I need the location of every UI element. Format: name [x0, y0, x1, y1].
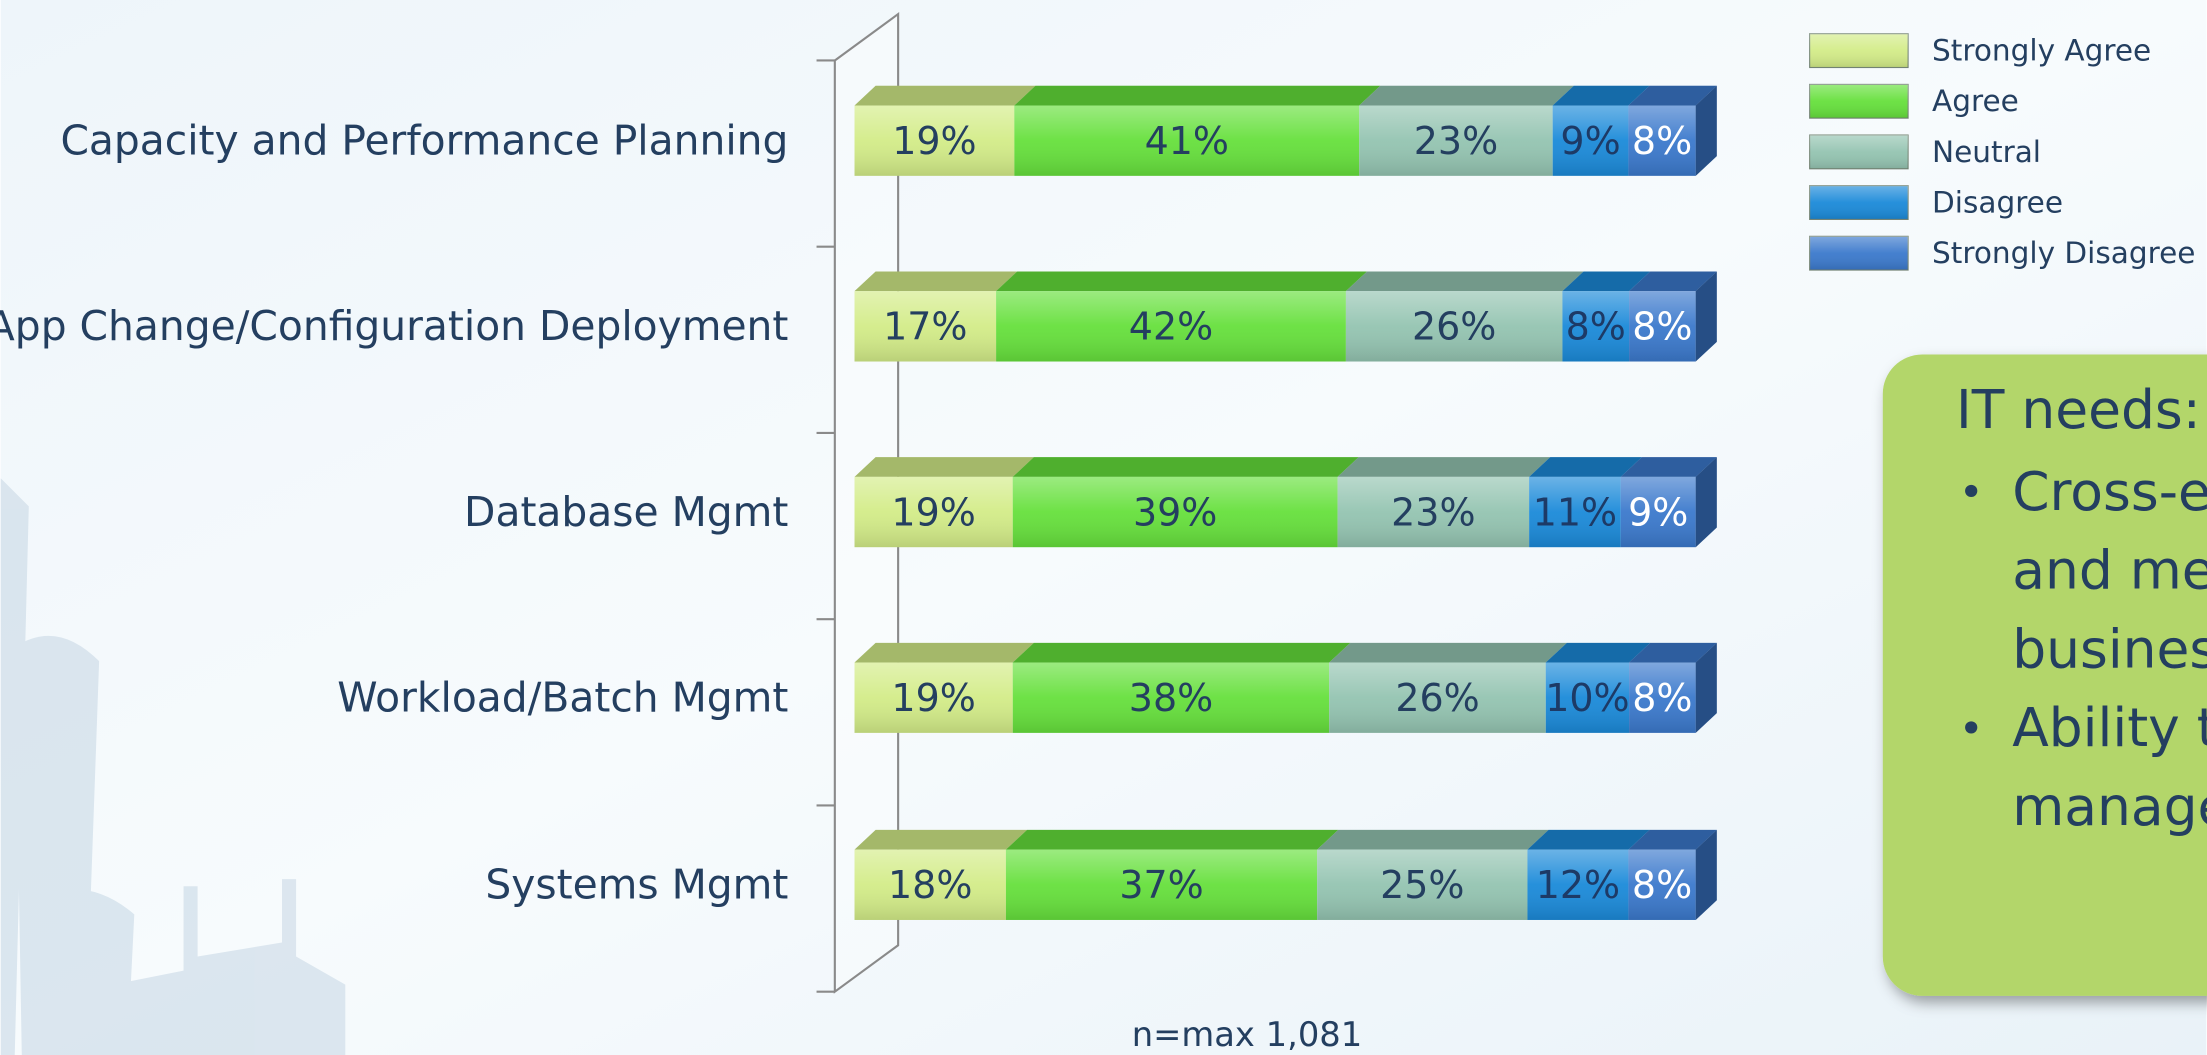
- bar-top-shade: [1359, 86, 1574, 106]
- value-label: 9%: [1560, 119, 1620, 163]
- value-label: 17%: [883, 305, 967, 349]
- value-label: 41%: [1145, 119, 1229, 163]
- bar-top-shade: [1013, 643, 1351, 663]
- category-label: Database Mgmt: [464, 488, 788, 536]
- value-label: 23%: [1414, 119, 1498, 163]
- legend-swatch-sheen: [1810, 236, 1908, 270]
- value-label: 10%: [1545, 676, 1629, 720]
- value-label: 18%: [888, 863, 972, 907]
- bullet: •: [1959, 468, 1984, 517]
- value-label: 19%: [891, 676, 975, 720]
- callout-line: busines: [2012, 617, 2207, 680]
- bar-top-shade: [855, 86, 1036, 106]
- value-label: 19%: [892, 119, 976, 163]
- bar-top-shade: [855, 457, 1034, 477]
- value-label: 11%: [1533, 490, 1617, 534]
- value-label: 39%: [1133, 490, 1217, 534]
- value-label: 26%: [1395, 676, 1479, 720]
- value-label: 8%: [1632, 863, 1692, 907]
- callout-line: Cross-e: [2012, 460, 2207, 523]
- sample-note: n=max 1,081: [1132, 1015, 1363, 1054]
- value-label: 12%: [1536, 863, 1620, 907]
- bar-top-shade: [855, 830, 1028, 850]
- value-label: 8%: [1632, 305, 1692, 349]
- bar-top-shade: [996, 271, 1367, 291]
- value-label: 26%: [1412, 305, 1496, 349]
- value-label: 8%: [1632, 676, 1692, 720]
- callout-line: and me: [2012, 539, 2207, 602]
- legend-label: Strongly Agree: [1932, 34, 2151, 68]
- value-label: 38%: [1129, 676, 1213, 720]
- legend-swatch-sheen: [1810, 34, 1908, 68]
- value-label: 8%: [1566, 305, 1626, 349]
- value-label: 8%: [1632, 119, 1692, 163]
- legend-swatch-sheen: [1810, 84, 1908, 118]
- bar-top-shade: [1338, 457, 1551, 477]
- callout-title: IT needs:: [1956, 378, 2201, 441]
- legend-label: Neutral: [1932, 135, 2041, 169]
- value-label: 37%: [1119, 863, 1203, 907]
- legend-label: Disagree: [1932, 185, 2063, 219]
- value-label: 23%: [1391, 490, 1475, 534]
- legend-label: Strongly Disagree: [1932, 236, 2195, 270]
- callout-line: manage: [2012, 775, 2207, 838]
- bar-top-shade: [1346, 271, 1584, 291]
- callout-line: Ability t: [2012, 696, 2207, 759]
- bar-top-shade: [855, 643, 1034, 663]
- value-label: 25%: [1380, 863, 1464, 907]
- category-label: App Change/Configuration Deployment: [0, 302, 788, 350]
- bar-top-shade: [1317, 830, 1548, 850]
- bar-top-shade: [855, 271, 1018, 291]
- legend-label: Agree: [1932, 84, 2019, 118]
- bar-top-shade: [1006, 830, 1338, 850]
- value-label: 19%: [891, 490, 975, 534]
- value-label: 42%: [1129, 305, 1213, 349]
- legend-swatch-sheen: [1810, 186, 1908, 220]
- legend-swatch-sheen: [1810, 135, 1908, 169]
- category-label: Capacity and Performance Planning: [60, 116, 788, 164]
- bullet: •: [1959, 704, 1984, 753]
- category-label: Workload/Batch Mgmt: [337, 674, 788, 722]
- bar-top-shade: [1013, 457, 1359, 477]
- category-label: Systems Mgmt: [485, 861, 788, 909]
- bar-top-shade: [1329, 643, 1567, 663]
- bar-top-shade: [1014, 86, 1380, 106]
- value-label: 9%: [1628, 490, 1688, 534]
- slide: Capacity and Performance Planning 19% 41% 2…: [0, 0, 2207, 1055]
- bar-top-shade: [1527, 830, 1649, 850]
- callout: IT needs: • Cross-e and me busines • Ability t…: [1883, 354, 2207, 995]
